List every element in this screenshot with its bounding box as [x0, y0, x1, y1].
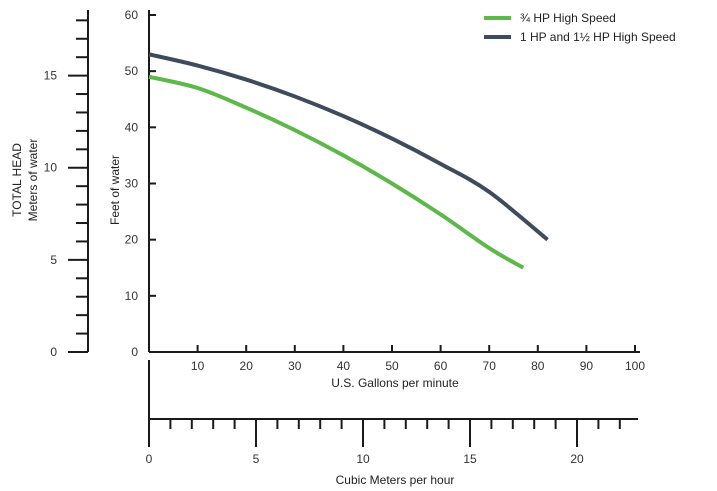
- cmh-axis-title: Cubic Meters per hour: [336, 473, 455, 487]
- feet-tick-label: 60: [125, 8, 139, 22]
- meters-axis-title-line2: Meters of water: [26, 139, 40, 222]
- gpm-tick-label: 70: [483, 359, 497, 373]
- gpm-tick-label: 30: [288, 359, 302, 373]
- feet-tick-label: 30: [125, 177, 139, 191]
- feet-tick-label: 20: [125, 233, 139, 247]
- cmh-tick-label: 15: [463, 452, 477, 466]
- labels-layer: U.S. Gallons per minute Cubic Meters per…: [10, 139, 459, 487]
- gpm-tick-label: 40: [337, 359, 351, 373]
- series-line-0: [148, 74, 525, 270]
- legend-label-series-1: 1 HP and 1½ HP High Speed: [520, 30, 676, 44]
- meters-tick-label: 10: [44, 161, 58, 175]
- gpm-tick-label: 80: [531, 359, 545, 373]
- cmh-tick-label: 20: [570, 452, 584, 466]
- meters-axis-title-line1: TOTAL HEAD: [10, 143, 24, 217]
- cmh-tick-label: 0: [146, 452, 153, 466]
- cmh-tick-label: 5: [253, 452, 260, 466]
- series-line-1: [148, 52, 549, 242]
- feet-tick-label: 10: [125, 289, 139, 303]
- gpm-tick-label: 100: [625, 359, 645, 373]
- gpm-tick-label: 20: [240, 359, 254, 373]
- feet-tick-label: 50: [125, 64, 139, 78]
- meters-tick-label: 0: [50, 345, 57, 359]
- cmh-tick-label: 10: [356, 452, 370, 466]
- gpm-tick-label: 90: [580, 359, 594, 373]
- gpm-axis-title: U.S. Gallons per minute: [331, 376, 459, 390]
- meters-tick-label: 15: [44, 69, 58, 83]
- feet-tick-label: 40: [125, 120, 139, 134]
- legend-label-series-0: ¾ HP High Speed: [520, 11, 616, 25]
- gpm-tick-label: 10: [191, 359, 205, 373]
- gpm-tick-label: 50: [385, 359, 399, 373]
- series-layer: [148, 52, 549, 270]
- feet-tick-label: 0: [131, 345, 138, 359]
- meters-tick-label: 5: [50, 253, 57, 267]
- legend: ¾ HP High Speed 1 HP and 1½ HP High Spee…: [484, 11, 676, 44]
- gpm-tick-label: 60: [434, 359, 448, 373]
- feet-axis-title: Feet of water: [108, 155, 122, 225]
